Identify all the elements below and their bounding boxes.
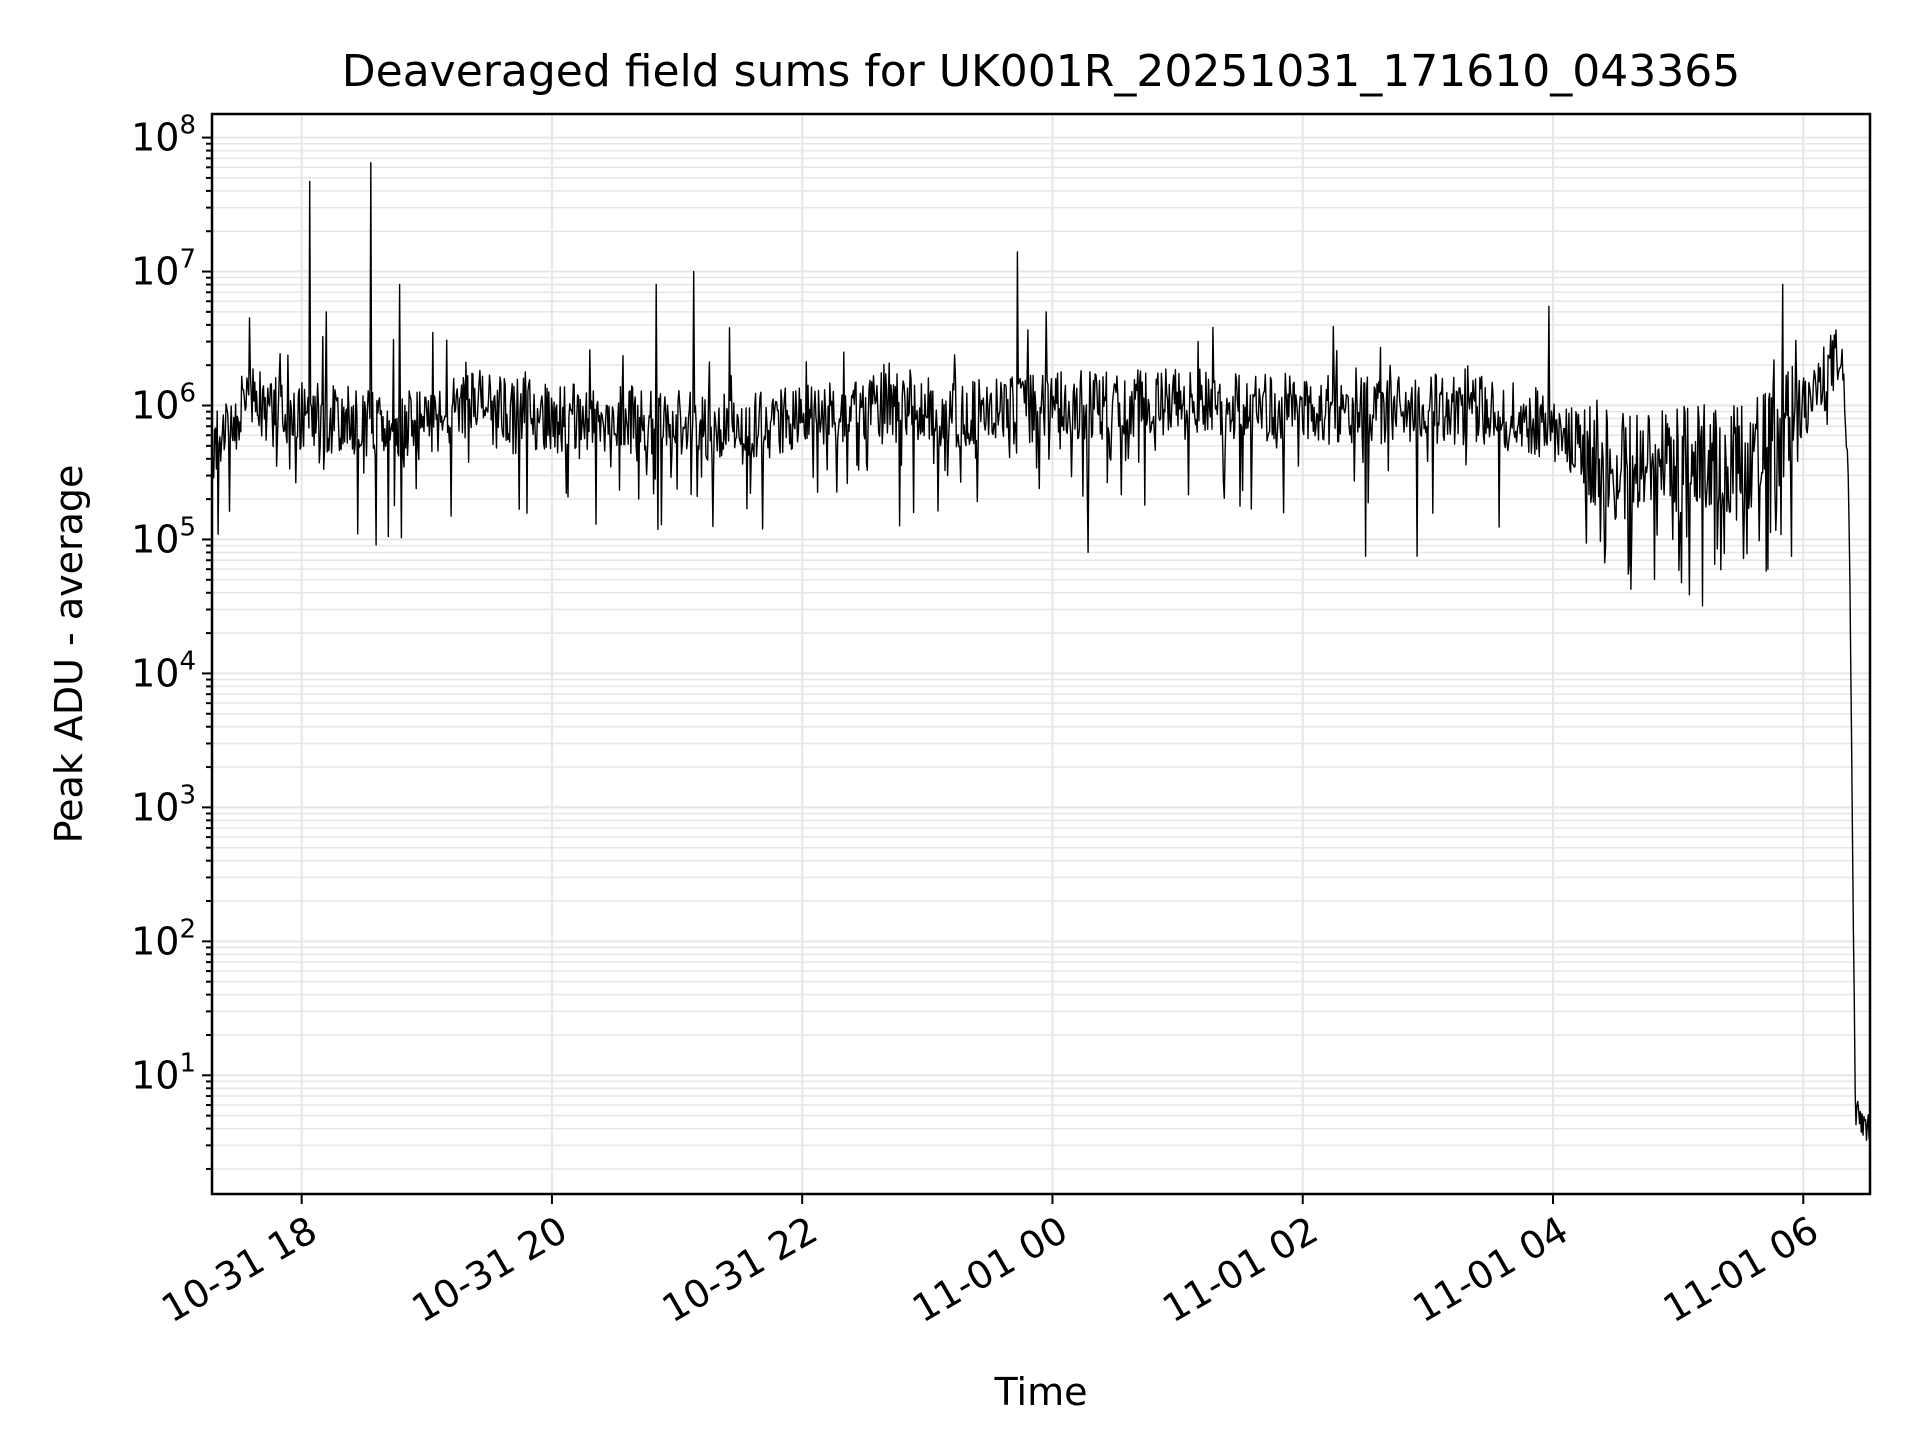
- y-tick-base: 10: [131, 785, 179, 829]
- y-tick-base: 10: [131, 116, 179, 160]
- y-tick-label: 102: [131, 914, 196, 963]
- y-tick-label: 105: [131, 512, 196, 561]
- x-axis-ticks: 10-31 18 10-31 20 10-31 22 11-01 00 11-01 02…: [154, 1194, 1826, 1331]
- y-tick-base: 10: [131, 1053, 179, 1097]
- series-line: [211, 162, 1871, 1141]
- y-tick-exponent: 2: [179, 914, 196, 944]
- y-tick-base: 10: [131, 250, 179, 294]
- x-axis-label: Time: [994, 1370, 1088, 1414]
- series-layer: [211, 162, 1871, 1141]
- x-tick-label: 10-31 22: [655, 1208, 825, 1332]
- x-tick-label: 11-01 06: [1656, 1208, 1826, 1332]
- y-tick-base: 10: [131, 651, 179, 695]
- plot-frame: [210, 112, 1872, 1196]
- y-tick-exponent: 7: [179, 245, 196, 275]
- y-tick-exponent: 5: [179, 512, 196, 542]
- y-tick-exponent: 4: [179, 646, 196, 676]
- y-tick-exponent: 1: [179, 1048, 196, 1078]
- x-tick-label: 11-01 02: [1155, 1208, 1325, 1332]
- x-tick-label: 11-01 00: [905, 1208, 1075, 1332]
- y-tick-label: 104: [131, 646, 196, 695]
- x-tick-label: 11-01 04: [1406, 1208, 1576, 1332]
- y-tick-label: 101: [131, 1048, 196, 1097]
- grid-lines: [212, 114, 1870, 1194]
- chart-title: Deaveraged field sums for UK001R_2025103…: [342, 46, 1740, 97]
- y-tick-label: 106: [131, 379, 196, 428]
- y-tick-base: 10: [131, 384, 179, 428]
- y-tick-base: 10: [131, 919, 179, 963]
- x-tick-label: 10-31 20: [404, 1208, 574, 1332]
- y-axis-label: Peak ADU - average: [47, 465, 91, 844]
- x-tick-label: 10-31 18: [154, 1208, 324, 1332]
- y-tick-label: 103: [131, 780, 196, 829]
- y-tick-exponent: 3: [179, 780, 196, 810]
- y-tick-exponent: 6: [179, 379, 196, 409]
- y-tick-label: 107: [131, 245, 196, 294]
- y-tick-label: 108: [131, 111, 196, 160]
- y-tick-base: 10: [131, 517, 179, 561]
- y-tick-exponent: 8: [179, 111, 196, 141]
